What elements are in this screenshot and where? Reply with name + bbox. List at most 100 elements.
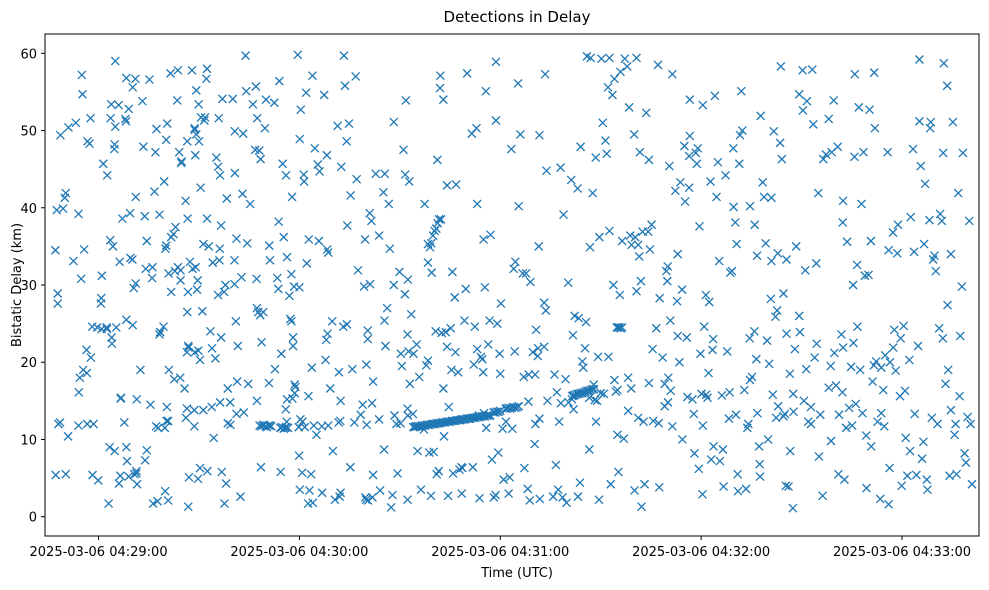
data-point	[287, 394, 297, 403]
data-point	[368, 470, 378, 480]
data-point	[374, 231, 384, 241]
data-point	[74, 387, 84, 397]
data-point	[625, 231, 635, 241]
data-point	[644, 378, 654, 388]
data-point	[751, 354, 761, 364]
data-point	[855, 365, 865, 375]
data-point	[363, 496, 373, 505]
data-point	[694, 464, 704, 474]
data-point	[105, 235, 115, 245]
data-point	[217, 94, 227, 104]
data-point	[282, 252, 292, 262]
data-point	[478, 367, 488, 377]
data-point	[951, 419, 961, 429]
data-point	[434, 466, 444, 476]
data-point	[222, 194, 232, 203]
data-point	[96, 293, 106, 303]
data-point	[385, 244, 395, 254]
data-point	[323, 248, 333, 258]
data-point	[518, 268, 528, 278]
data-point	[182, 136, 192, 146]
data-point	[308, 71, 317, 81]
data-point	[190, 123, 200, 133]
data-point	[380, 341, 390, 351]
data-point	[914, 55, 924, 64]
data-point	[233, 341, 243, 351]
data-point	[509, 264, 519, 274]
data-point	[766, 294, 776, 304]
data-point	[775, 138, 785, 148]
data-point	[868, 377, 878, 386]
data-point	[801, 364, 811, 374]
data-point	[913, 341, 923, 351]
data-point	[367, 492, 377, 502]
data-point	[771, 312, 780, 322]
data-point	[470, 322, 480, 332]
data-point	[225, 397, 235, 407]
data-point	[525, 496, 535, 505]
data-point	[695, 221, 704, 231]
data-point	[952, 469, 962, 479]
data-point	[851, 399, 861, 409]
data-point	[230, 255, 239, 265]
data-point	[439, 431, 449, 441]
data-point	[443, 491, 453, 501]
data-point	[905, 446, 915, 456]
data-point	[507, 424, 517, 434]
data-point	[961, 458, 971, 468]
data-point	[272, 273, 282, 283]
data-point	[758, 177, 768, 187]
data-point	[468, 462, 478, 472]
data-point	[598, 118, 608, 128]
data-point	[901, 433, 911, 443]
data-point	[164, 365, 174, 375]
data-point	[365, 208, 375, 218]
data-point	[453, 367, 463, 377]
data-point	[590, 395, 600, 405]
data-point	[241, 86, 251, 96]
data-point	[231, 316, 241, 326]
data-point	[609, 375, 619, 385]
data-point	[788, 503, 798, 513]
data-point	[50, 245, 60, 255]
data-point	[685, 131, 695, 141]
data-point	[745, 201, 755, 211]
data-point	[435, 71, 445, 81]
data-point	[533, 351, 543, 361]
data-point	[833, 142, 843, 152]
data-point	[131, 466, 141, 476]
data-point	[421, 360, 431, 370]
data-point	[155, 210, 164, 220]
data-point	[576, 142, 586, 152]
data-point	[86, 353, 96, 363]
data-point	[328, 446, 338, 456]
plot-frame	[44, 33, 980, 537]
data-point	[558, 492, 568, 502]
data-point	[576, 388, 586, 398]
data-point	[850, 69, 860, 79]
x-tick-label: 2025-03-06 04:31:00	[431, 545, 569, 560]
data-point	[164, 268, 173, 278]
data-point	[242, 238, 252, 248]
data-point	[613, 467, 623, 477]
data-point	[221, 479, 231, 488]
data-point	[306, 469, 316, 479]
data-point	[615, 290, 625, 300]
data-point	[714, 256, 724, 266]
data-point	[300, 422, 310, 432]
data-point	[399, 145, 408, 155]
data-point	[864, 270, 873, 280]
data-point	[519, 463, 529, 473]
data-point	[553, 485, 563, 495]
data-point	[750, 220, 760, 230]
data-point	[304, 391, 313, 401]
data-point	[256, 154, 266, 164]
data-point	[706, 455, 716, 465]
data-point	[643, 227, 653, 237]
data-point	[232, 377, 242, 386]
data-point	[853, 322, 862, 332]
data-point	[230, 168, 240, 178]
data-point	[166, 287, 176, 297]
data-point	[763, 435, 773, 444]
data-point	[403, 411, 413, 420]
